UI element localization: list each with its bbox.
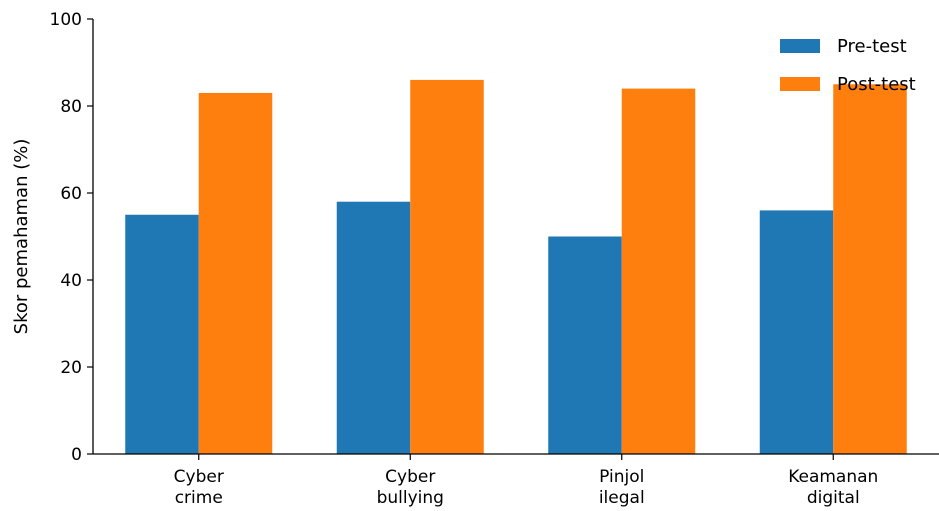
bar-pre-test-3 [759,210,834,454]
x-tick-label: bullying [377,488,444,508]
legend-label: Post-test [837,74,916,95]
bar-pre-test-0 [125,214,199,454]
y-axis-title: Skor pemahaman (%) [11,139,32,335]
x-tick-label: Cyber [174,467,224,487]
y-tick-label: 60 [60,184,82,204]
bar-pre-test-1 [336,201,411,454]
bar-post-test-3 [833,84,907,454]
x-axis: CybercrimeCyberbullyingPinjolilegalKeama… [174,454,878,508]
legend-swatch-pre-test [780,39,820,53]
legend: Pre-test Post-test [780,36,916,95]
y-tick-label: 40 [60,271,82,291]
x-tick-label: Cyber [385,467,435,487]
bar-pre-test-2 [548,236,622,454]
x-tick-label: digital [807,488,860,508]
x-tick-label: crime [175,488,223,508]
x-tick-label: Keamanan [788,467,878,487]
bar-post-test-2 [621,88,696,454]
y-tick-label: 80 [60,97,82,117]
legend-swatch-post-test [780,77,820,91]
y-axis: 0 20 40 60 80 100 [50,10,93,465]
y-tick-label: 100 [50,10,82,30]
y-tick-label: 20 [60,358,82,378]
legend-label: Pre-test [837,36,907,57]
bars-group [125,79,907,455]
y-tick-label: 0 [71,445,82,465]
x-tick-label: Pinjol [599,467,644,487]
bar-post-test-1 [410,79,484,455]
bar-post-test-0 [198,92,273,454]
x-tick-label: ilegal [599,488,645,508]
